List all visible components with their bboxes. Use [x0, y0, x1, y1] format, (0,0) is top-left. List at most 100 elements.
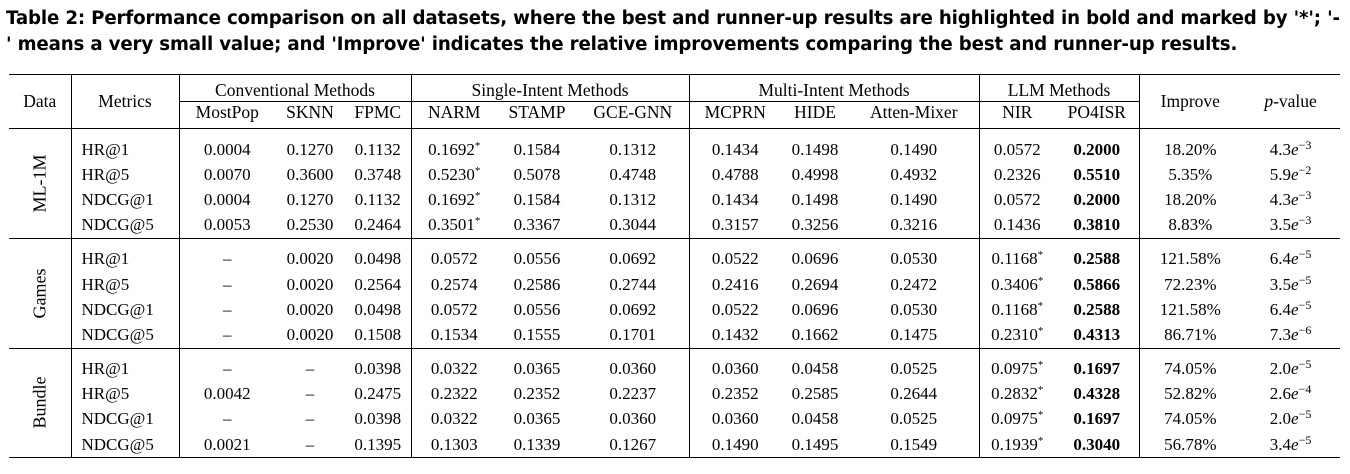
cell-stamp: 0.1584	[513, 189, 561, 209]
cell-sknn: 0.1270	[286, 139, 334, 159]
metric-label: HR@1	[71, 356, 180, 382]
cell-pvalue: 2.0e−5	[1269, 357, 1312, 379]
cell-pvalue: 2.6e−4	[1269, 382, 1312, 404]
cell-gce-gnn: 0.2237	[577, 381, 690, 407]
cell-atten-mixer: 0.4932	[849, 162, 980, 188]
cell-stamp: 0.1555	[513, 324, 561, 344]
cell-narm: 0.3501*	[428, 215, 481, 235]
cell-nir: 0.2832*	[991, 384, 1044, 404]
cell-atten-mixer: 0.2472	[849, 271, 980, 298]
cell-nir: 0.0975*	[991, 359, 1044, 379]
dataset-label: ML-1M	[9, 128, 72, 239]
cell-atten-mixer: 0.1549	[849, 432, 980, 458]
header-method-po4isr: PO4ISR	[1055, 101, 1140, 129]
dataset-label: Games	[9, 238, 72, 348]
cell-sknn: 0.0020	[286, 324, 334, 344]
cell-gce-gnn: 0.1267	[577, 432, 690, 458]
cell-gce-gnn: 0.1312	[577, 137, 690, 163]
header-method-mostpop: MostPop	[195, 102, 259, 122]
cell-hide: 0.0458	[791, 359, 839, 379]
cell-fpmc: 0.0498	[345, 297, 412, 323]
dataset-label: Bundle	[9, 348, 72, 458]
cell-sknn: 0.0020	[286, 274, 334, 294]
metric-label: NDCG@5	[71, 212, 180, 239]
cell-sknn: 0.3600	[286, 164, 334, 184]
method-header-row: MostPop SKNN FPMC NARM STAMP GCE-GNN MCPRN HIDE…	[9, 101, 1341, 129]
cell-stamp: 0.2586	[513, 274, 561, 294]
cell-improve: 18.20%	[1164, 189, 1217, 209]
cell-mcprn: 0.1490	[711, 434, 759, 454]
cell-hide: 0.0458	[791, 409, 839, 429]
header-improve: Improve	[1139, 74, 1242, 129]
cell-mostpop: 0.0004	[203, 189, 251, 209]
header-group-multi-intent: Multi-Intent Methods	[689, 74, 980, 102]
cell-gce-gnn: 0.0692	[577, 297, 690, 323]
cell-fpmc: 0.1132	[345, 137, 412, 163]
table-row: HR@5 0.0070 0.3600 0.3748 0.5230* 0.5078 0.474…	[9, 162, 1340, 188]
cell-nir: 0.0572	[993, 139, 1041, 159]
cell-po4isr: 0.2588	[1055, 297, 1140, 323]
cell-mostpop: –	[223, 249, 232, 269]
cell-fpmc: 0.2464	[345, 212, 412, 239]
cell-mcprn: 0.2352	[711, 384, 759, 404]
cell-stamp: 0.0365	[513, 359, 561, 379]
table-row: NDCG@5 0.0053 0.2530 0.2464 0.3501* 0.3367 0.3…	[9, 212, 1341, 239]
cell-pvalue: 4.3e−3	[1269, 137, 1312, 159]
cell-atten-mixer: 0.1490	[849, 187, 980, 213]
cell-hide: 0.2585	[791, 384, 839, 404]
cell-po4isr: 0.5866	[1055, 271, 1140, 298]
metric-label: NDCG@5	[71, 322, 180, 348]
cell-nir: 0.0572	[993, 189, 1041, 209]
cell-mostpop: 0.0053	[203, 215, 251, 235]
cell-mcprn: 0.3157	[711, 215, 759, 235]
cell-sknn: –	[305, 409, 315, 429]
cell-narm: 0.0322	[430, 409, 478, 429]
cell-mostpop: –	[223, 274, 232, 294]
cell-stamp: 0.2352	[513, 384, 561, 404]
cell-improve: 18.20%	[1164, 139, 1217, 159]
cell-atten-mixer: 0.1475	[849, 322, 980, 348]
cell-sknn: –	[305, 434, 315, 454]
cell-hide: 0.1498	[791, 139, 839, 159]
header-method-hide: HIDE	[794, 102, 836, 122]
dataset-name: Games	[29, 268, 50, 319]
cell-improve: 5.35%	[1168, 164, 1213, 184]
header-group-single-intent: Single-Intent Methods	[411, 74, 690, 102]
table-row: NDCG@1 0.0004 0.1270 0.1132 0.1692* 0.1584 0.1…	[9, 187, 1340, 213]
cell-atten-mixer: 0.1490	[849, 137, 980, 163]
cell-improve: 8.83%	[1168, 215, 1213, 235]
metric-label: NDCG@1	[71, 406, 180, 433]
cell-atten-mixer: 0.3216	[849, 212, 980, 239]
table-row: HR@1 – 0.0020 0.0498 0.0572 0.0556 0.0692 0.052…	[9, 246, 1340, 272]
cell-improve: 72.23%	[1164, 274, 1217, 294]
metric-label: HR@5	[71, 271, 180, 298]
dataset-name: ML-1M	[29, 154, 50, 213]
cell-po4isr: 0.2000	[1055, 137, 1140, 163]
cell-stamp: 0.0365	[513, 409, 561, 429]
cell-stamp: 0.5078	[513, 164, 561, 184]
cell-stamp: 0.1584	[513, 139, 561, 159]
cell-fpmc: 0.1508	[345, 322, 412, 348]
cell-atten-mixer: 0.0530	[849, 297, 980, 323]
cell-hide: 0.4998	[791, 164, 839, 184]
cell-improve: 86.71%	[1164, 324, 1217, 344]
cell-hide: 0.1498	[791, 189, 839, 209]
header-method-nir: NIR	[1002, 102, 1033, 122]
cell-narm: 0.0572	[430, 299, 478, 319]
cell-mostpop: –	[223, 409, 232, 429]
metric-label: HR@5	[71, 381, 180, 407]
cell-pvalue: 6.4e−5	[1269, 297, 1312, 319]
cell-mostpop: 0.0004	[203, 139, 251, 159]
cell-nir: 0.1168*	[991, 299, 1044, 319]
cell-nir: 0.2310*	[991, 324, 1044, 344]
metric-label: NDCG@1	[71, 187, 180, 213]
cell-improve: 74.05%	[1164, 409, 1217, 429]
header-data: Data	[9, 74, 72, 129]
cell-nir: 0.1436	[993, 215, 1041, 235]
cell-po4isr: 0.2588	[1055, 246, 1140, 272]
metric-label: NDCG@1	[71, 297, 180, 323]
cell-fpmc: 0.1395	[345, 432, 412, 458]
cell-atten-mixer: 0.2644	[849, 381, 980, 407]
cell-hide: 0.1662	[791, 324, 839, 344]
cell-hide: 0.0696	[791, 299, 839, 319]
